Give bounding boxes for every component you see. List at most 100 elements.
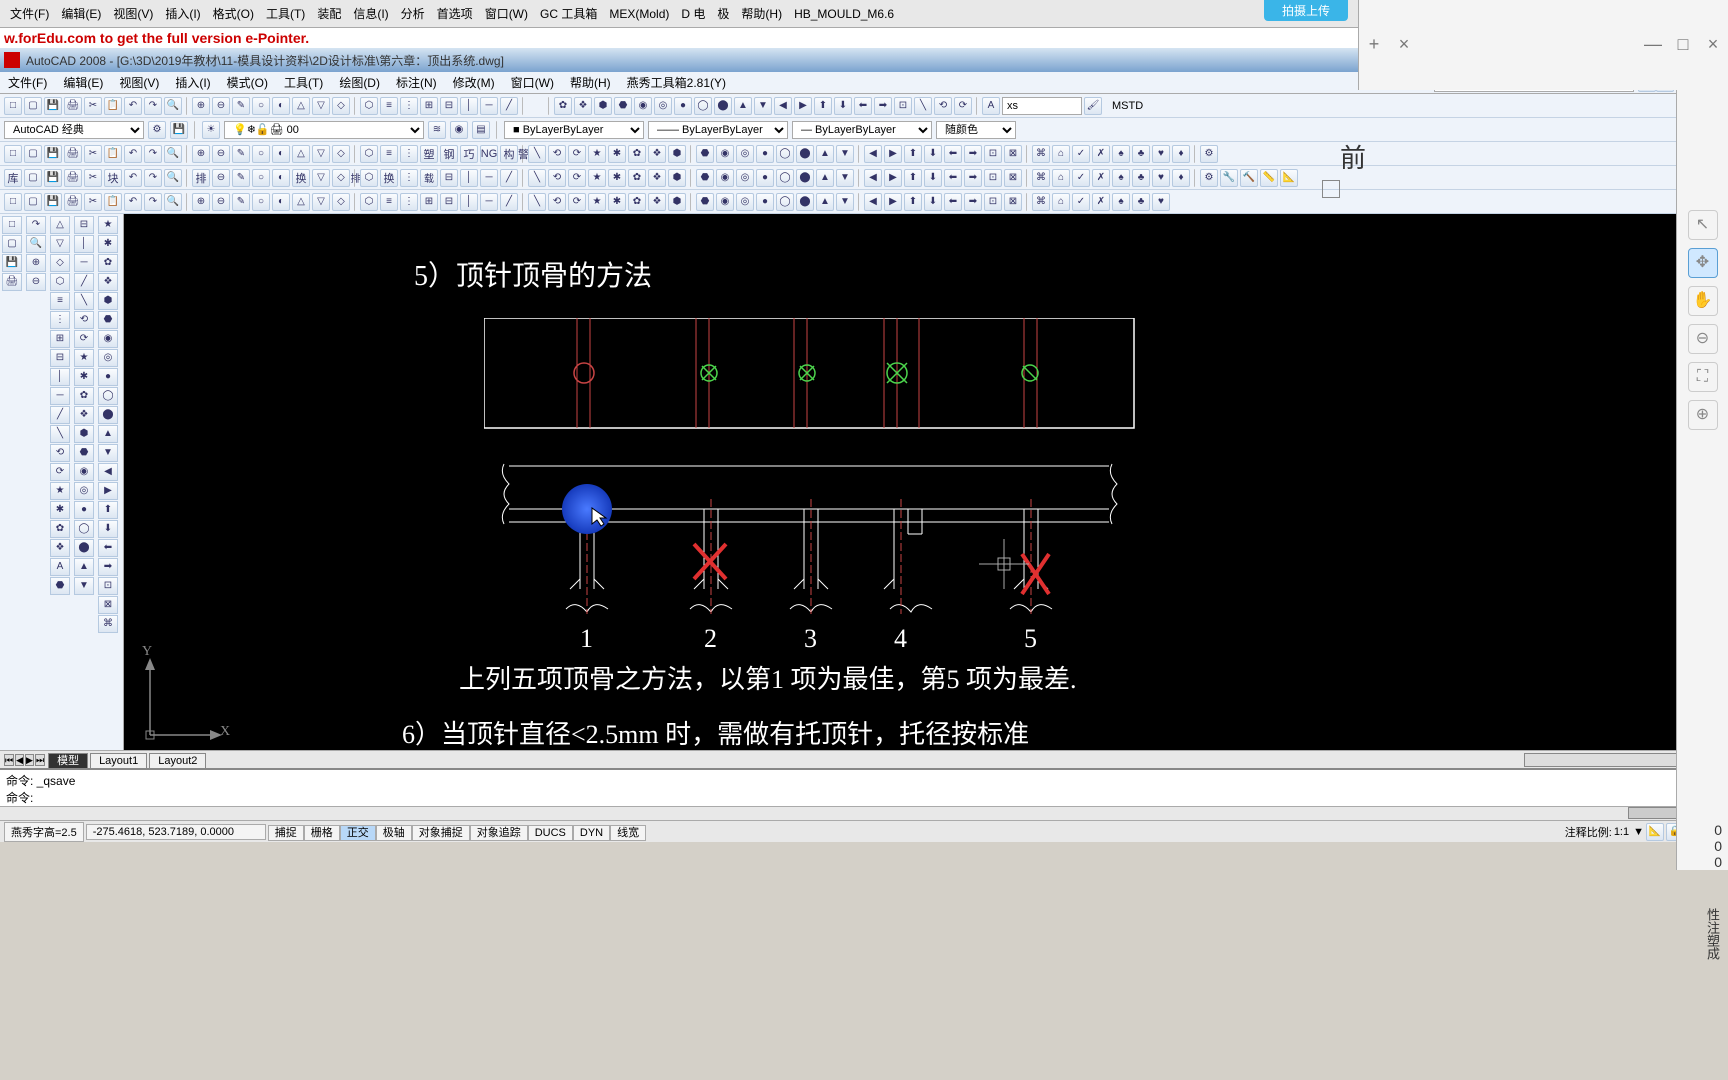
tab-nav-button[interactable]: ◀ xyxy=(15,754,24,766)
tool-button[interactable]: ⊟ xyxy=(440,169,458,187)
tool-button[interactable]: ⌂ xyxy=(1052,193,1070,211)
nav-pan-icon[interactable]: ✥ xyxy=(1688,248,1718,278)
status-toggle[interactable]: 捕捉 xyxy=(268,825,304,841)
brush-icon[interactable]: 🖌 xyxy=(1084,97,1102,115)
tool-button[interactable]: ⊖ xyxy=(212,145,230,163)
textstyle-icon[interactable]: A xyxy=(982,97,1000,115)
layer-prev-icon[interactable]: ◉ xyxy=(450,121,468,139)
plotstyle-dropdown[interactable]: 随颜色 xyxy=(936,121,1016,139)
nav-zoomout-icon[interactable]: ⊖ xyxy=(1688,324,1718,354)
tool-button[interactable]: ♣ xyxy=(1132,169,1150,187)
draw-tool[interactable]: ⟳ xyxy=(74,330,94,348)
command-line[interactable]: 命令: _qsave 命令: xyxy=(0,768,1728,806)
tool-button[interactable]: ⊕ xyxy=(192,97,210,115)
tool-button[interactable]: ⌘ xyxy=(1032,193,1050,211)
tool-button[interactable]: ⬤ xyxy=(796,145,814,163)
tool-button[interactable]: ▲ xyxy=(816,193,834,211)
draw-tool[interactable]: ⬇ xyxy=(98,520,118,538)
tool-button[interactable]: ✓ xyxy=(1072,193,1090,211)
tool-button[interactable]: □ xyxy=(4,193,22,211)
menu-item[interactable]: 工具(T) xyxy=(276,74,331,92)
tool-button[interactable]: ⬢ xyxy=(668,145,686,163)
menu-item[interactable]: 修改(M) xyxy=(445,74,503,92)
tool-button[interactable]: ◯ xyxy=(776,193,794,211)
sysmenu-item[interactable]: MEX(Mold) xyxy=(603,5,675,23)
tool-button[interactable]: 钢 xyxy=(440,145,458,163)
draw-tool[interactable]: ⊠ xyxy=(98,596,118,614)
textstyle-input[interactable] xyxy=(1002,97,1082,115)
sysmenu-item[interactable]: 极 xyxy=(711,5,735,23)
layout-tab[interactable]: Layout2 xyxy=(149,753,206,769)
tool-button[interactable]: ▲ xyxy=(734,97,752,115)
status-toggle[interactable]: 栅格 xyxy=(304,825,340,841)
tool-button[interactable]: 📏 xyxy=(1260,169,1278,187)
draw-tool[interactable]: ◉ xyxy=(98,330,118,348)
tool-button[interactable]: ⊡ xyxy=(984,169,1002,187)
tool-button[interactable]: 🖨 xyxy=(64,193,82,211)
tool-button[interactable]: □ xyxy=(4,97,22,115)
tool-button[interactable]: ▢ xyxy=(24,193,42,211)
draw-tool[interactable]: ❖ xyxy=(98,273,118,291)
tool-button[interactable]: ⬣ xyxy=(696,169,714,187)
tool-button[interactable]: ▢ xyxy=(24,145,42,163)
draw-tool[interactable]: ▲ xyxy=(74,558,94,576)
workspace-save-icon[interactable]: 💾 xyxy=(170,121,188,139)
tool-button[interactable]: ⬇ xyxy=(834,97,852,115)
draw-tool[interactable]: ⬣ xyxy=(74,444,94,462)
tool-button[interactable]: ♥ xyxy=(1152,145,1170,163)
menu-item[interactable]: 标注(N) xyxy=(388,74,445,92)
layout-tab[interactable]: Layout1 xyxy=(90,753,147,769)
tool-button[interactable]: ⊕ xyxy=(192,193,210,211)
tool-button[interactable]: ↶ xyxy=(124,145,142,163)
tool-button[interactable]: 🔍 xyxy=(164,193,182,211)
draw-tool[interactable]: ▢ xyxy=(2,235,22,253)
tool-button[interactable]: 🖨 xyxy=(64,97,82,115)
tool-button[interactable]: ⊠ xyxy=(1004,193,1022,211)
tool-button[interactable]: ⬡ xyxy=(360,97,378,115)
tool-button[interactable]: ♦ xyxy=(1172,169,1190,187)
tool-button[interactable]: ◎ xyxy=(736,145,754,163)
tool-button[interactable]: ⟳ xyxy=(954,97,972,115)
tool-button[interactable]: ● xyxy=(756,145,774,163)
sysmenu-item[interactable]: 工具(T) xyxy=(260,5,311,23)
tool-button[interactable]: ⊡ xyxy=(984,145,1002,163)
draw-tool[interactable]: ⊟ xyxy=(50,349,70,367)
browser-min-icon[interactable]: — xyxy=(1642,34,1664,56)
tool-button[interactable]: ✓ xyxy=(1072,145,1090,163)
draw-tool[interactable]: ▼ xyxy=(74,577,94,595)
sysmenu-item[interactable]: HB_MOULD_M6.6 xyxy=(788,5,900,23)
menu-item[interactable]: 窗口(W) xyxy=(503,74,562,92)
tool-button[interactable]: ✎ xyxy=(232,193,250,211)
draw-tool[interactable]: ⟲ xyxy=(74,311,94,329)
tool-button[interactable]: ★ xyxy=(588,145,606,163)
tool-button[interactable]: 载 xyxy=(420,169,438,187)
tool-button[interactable]: ⬢ xyxy=(594,97,612,115)
tool-button[interactable]: ◉ xyxy=(716,145,734,163)
draw-tool[interactable]: ✱ xyxy=(50,501,70,519)
tool-button[interactable]: ⟲ xyxy=(548,169,566,187)
tool-button[interactable]: 💾 xyxy=(44,97,62,115)
draw-tool[interactable]: ⬡ xyxy=(50,273,70,291)
tool-button[interactable]: ✗ xyxy=(1092,193,1110,211)
status-toggle[interactable]: 对象追踪 xyxy=(470,825,528,841)
draw-tool[interactable]: ◎ xyxy=(98,349,118,367)
tool-button[interactable]: ◐ xyxy=(272,169,290,187)
tool-button[interactable]: ▼ xyxy=(754,97,772,115)
sysmenu-item[interactable]: 首选项 xyxy=(431,5,479,23)
tool-button[interactable]: │ xyxy=(460,97,478,115)
tool-button[interactable]: ♦ xyxy=(1172,145,1190,163)
tool-button[interactable]: ✱ xyxy=(608,193,626,211)
tool-button[interactable]: ➡ xyxy=(964,169,982,187)
side-box-icon[interactable] xyxy=(1322,180,1340,198)
linetype-dropdown[interactable]: —— ByLayerByLayer xyxy=(648,121,788,139)
draw-tool[interactable]: ⊕ xyxy=(26,254,46,272)
workspace-dropdown[interactable]: AutoCAD 经典 xyxy=(4,121,144,139)
tool-button[interactable]: ▼ xyxy=(836,169,854,187)
tool-button[interactable]: 🔨 xyxy=(1240,169,1258,187)
draw-tool[interactable]: ◯ xyxy=(98,387,118,405)
tool-button[interactable]: ╱ xyxy=(500,97,518,115)
tool-button[interactable]: ⬇ xyxy=(924,193,942,211)
tool-button[interactable]: ⌘ xyxy=(1032,145,1050,163)
tool-button[interactable]: ▲ xyxy=(816,169,834,187)
tool-button[interactable]: ◇ xyxy=(332,145,350,163)
